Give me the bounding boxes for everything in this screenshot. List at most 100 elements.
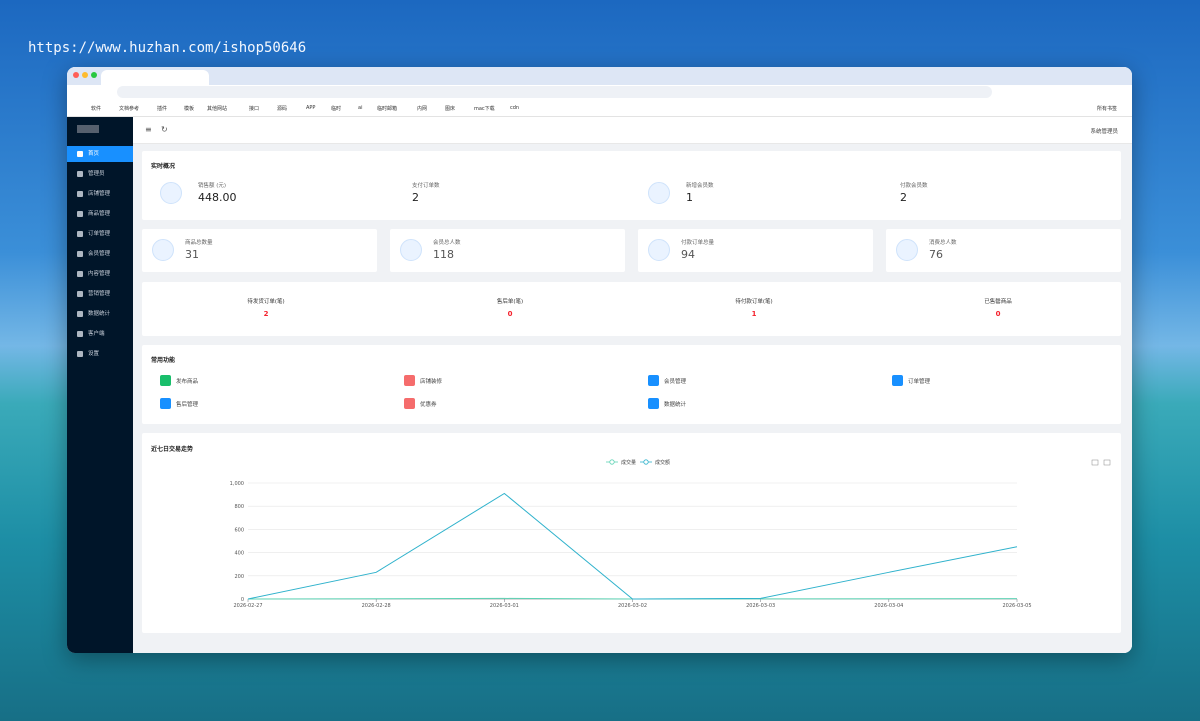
minimize-button[interactable] <box>82 72 88 78</box>
bookmark[interactable]: 文档参考 <box>119 106 140 112</box>
stat-icon <box>160 182 182 204</box>
card-icon <box>400 239 422 261</box>
y-tick-label: 200 <box>234 574 244 580</box>
menu-item[interactable]: 订单管理 <box>67 226 133 242</box>
shortcut[interactable]: 售后管理 <box>160 398 280 410</box>
menu-label: 首页 <box>88 151 100 157</box>
y-tick-label: 0 <box>241 597 244 603</box>
shortcut-label: 优惠券 <box>420 402 437 408</box>
menu-icon <box>77 171 83 177</box>
total-card: 会员总人数 118 <box>390 229 625 272</box>
menu-item[interactable]: 会员管理 <box>67 246 133 262</box>
menu-label: 数据统计 <box>88 311 111 317</box>
stat-label: 付款会员数 <box>900 183 928 189</box>
legend-marker <box>609 459 615 465</box>
bookmark[interactable]: 软件 <box>91 106 102 112</box>
menu-item[interactable]: 商品管理 <box>67 206 133 222</box>
maximize-button[interactable] <box>91 72 97 78</box>
shortcut[interactable]: 会员管理 <box>648 375 768 387</box>
panel-title: 常用功能 <box>151 357 176 364</box>
shortcut-icon <box>160 375 171 386</box>
card-value: 31 <box>185 248 199 261</box>
bookmarks-bar: 软件 文档参考 插件 模板 其他网站 接口 源码 APP 临时 ai 临时邮箱 内网 图床 mac下载 cd… <box>67 100 1132 117</box>
menu-label: 内容管理 <box>88 271 111 277</box>
pending-label: 待发货订单(笔) <box>247 299 285 305</box>
logo <box>77 125 99 133</box>
bookmark[interactable]: 临时邮箱 <box>377 106 398 112</box>
pending-value: 0 <box>995 310 1001 318</box>
tab[interactable] <box>101 70 209 85</box>
shortcut-label: 店铺装修 <box>420 379 443 385</box>
shortcut-label: 会员管理 <box>664 379 687 385</box>
bookmark[interactable]: 接口 <box>249 106 260 112</box>
legend-marker <box>643 459 649 465</box>
card-value: 76 <box>929 248 943 261</box>
series-line <box>247 492 1018 600</box>
menu-item[interactable]: 内容管理 <box>67 266 133 282</box>
bookmark[interactable]: 临时 <box>331 106 342 112</box>
stat-icon <box>648 182 670 204</box>
stat-value: 2 <box>412 191 419 204</box>
shortcut-label: 发布商品 <box>176 379 199 385</box>
bookmark[interactable]: 图床 <box>445 106 456 112</box>
tab-bar <box>67 67 1132 85</box>
card-value: 94 <box>681 248 695 261</box>
refresh-button[interactable]: ↻ <box>161 125 168 134</box>
bookmark[interactable]: mac下载 <box>474 106 495 112</box>
menu-item[interactable]: 数据统计 <box>67 306 133 322</box>
chart-title: 近七日交易走势 <box>151 446 194 453</box>
toolbox-line[interactable] <box>1091 459 1099 466</box>
chart-panel: 近七日交易走势 0 200 400 600 800 1,000 2026-02-27 2026-… <box>142 433 1121 633</box>
bookmark-folder[interactable]: 所有书签 <box>1097 106 1118 112</box>
bookmark[interactable]: ai <box>358 105 363 111</box>
card-icon <box>896 239 918 261</box>
user-name[interactable]: 系统管理员 <box>1090 129 1118 135</box>
bookmark[interactable]: 插件 <box>157 106 168 112</box>
sidebar: 首页管理员店铺管理商品管理订单管理会员管理内容管理营销管理数据统计客户端设置 <box>67 117 133 653</box>
stat-label: 支付订单数 <box>412 183 440 189</box>
menu-icon <box>77 291 83 297</box>
shortcut[interactable]: 发布商品 <box>160 375 280 387</box>
close-button[interactable] <box>73 72 79 78</box>
total-card: 消费总人数 76 <box>886 229 1121 272</box>
card-label: 付款订单总量 <box>681 240 715 246</box>
stat-label: 新增会员数 <box>686 183 714 189</box>
pending-label: 已售罄商品 <box>984 299 1012 305</box>
pending-value: 1 <box>751 310 757 318</box>
menu-item[interactable]: 营销管理 <box>67 286 133 302</box>
bookmark[interactable]: APP <box>306 105 316 111</box>
address-bar <box>67 85 1132 100</box>
menu-item[interactable]: 店铺管理 <box>67 186 133 202</box>
shortcut-label: 数据统计 <box>664 402 687 408</box>
bookmark[interactable]: 模板 <box>184 106 195 112</box>
shortcut[interactable]: 优惠券 <box>404 398 524 410</box>
menu-item[interactable]: 首页 <box>67 146 133 162</box>
pending-panel: 待发货订单(笔) 2 售后单(笔) 0 待付款订单(笔) 1 已售罄商品 0 <box>142 282 1121 336</box>
bookmark[interactable]: 内网 <box>417 106 428 112</box>
shortcut[interactable]: 店铺装修 <box>404 375 524 387</box>
shortcut[interactable]: 数据统计 <box>648 398 768 410</box>
menu-toggle[interactable]: ≡ <box>145 125 152 134</box>
menu-label: 设置 <box>88 351 100 357</box>
bookmark[interactable]: 其他网站 <box>207 106 228 112</box>
menu-item[interactable]: 管理员 <box>67 166 133 182</box>
menu-icon <box>77 271 83 277</box>
menu-icon <box>77 311 83 317</box>
x-tick-label: 2026-03-05 <box>1002 603 1031 609</box>
toolbox-bar[interactable] <box>1103 459 1111 466</box>
bookmark[interactable]: 源码 <box>277 106 288 112</box>
chart: 0 200 400 600 800 1,000 2026-02-27 2026-02-28 20… <box>230 459 1111 609</box>
menu-item[interactable]: 设置 <box>67 346 133 362</box>
total-card: 商品总数量 31 <box>142 229 377 272</box>
card-icon <box>648 239 670 261</box>
stat-label: 销售额 (元) <box>198 183 227 189</box>
bookmark[interactable]: cdn <box>510 105 520 111</box>
menu-item[interactable]: 客户端 <box>67 326 133 342</box>
menu-label: 营销管理 <box>88 291 111 297</box>
shortcut-icon <box>648 398 659 409</box>
omnibox[interactable] <box>117 86 992 98</box>
shortcut[interactable]: 订单管理 <box>892 375 1012 387</box>
card-icon <box>152 239 174 261</box>
card-label: 会员总人数 <box>433 240 461 246</box>
total-card: 付款订单总量 94 <box>638 229 873 272</box>
